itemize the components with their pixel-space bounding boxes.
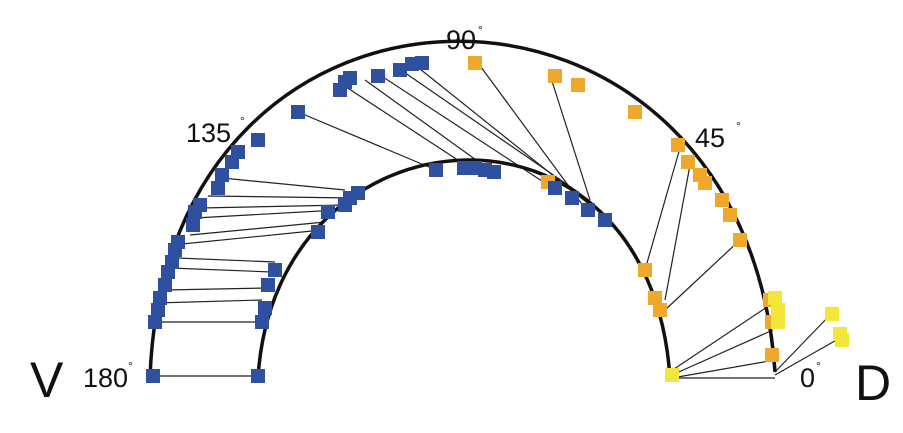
ventral-marker bbox=[165, 255, 179, 269]
tip-marker bbox=[771, 303, 785, 317]
ventral-marker bbox=[153, 291, 167, 305]
ventral-marker bbox=[255, 315, 269, 329]
degree-symbol-90: ° bbox=[478, 23, 483, 37]
connector-line bbox=[644, 147, 681, 271]
connector-line bbox=[671, 329, 774, 376]
connector-line bbox=[671, 359, 776, 379]
ventral-marker bbox=[311, 225, 325, 239]
end-label-v: V bbox=[30, 352, 64, 408]
dorsal-marker bbox=[671, 138, 685, 152]
connector-line bbox=[207, 195, 353, 199]
ventral-marker bbox=[251, 133, 265, 147]
dorsal-marker bbox=[628, 105, 642, 119]
dorsal-marker bbox=[723, 208, 737, 222]
ventral-marker bbox=[258, 301, 272, 315]
connector-line bbox=[194, 209, 339, 219]
tip-marker bbox=[665, 368, 679, 382]
degree-symbol-45: ° bbox=[736, 119, 741, 133]
dorsal-marker bbox=[548, 69, 562, 83]
ventral-marker bbox=[151, 303, 165, 317]
dorsal-marker bbox=[733, 233, 747, 247]
connector-line bbox=[774, 337, 841, 376]
connector-line bbox=[164, 287, 269, 291]
connector-line bbox=[364, 79, 491, 171]
ventral-marker bbox=[415, 56, 429, 70]
ventral-marker bbox=[231, 145, 245, 159]
tip-marker bbox=[825, 307, 839, 321]
dorsal-marker bbox=[698, 176, 712, 190]
dorsal-marker bbox=[765, 348, 779, 362]
connector-line bbox=[171, 229, 323, 246]
angle-label-45: 45 bbox=[695, 123, 726, 153]
ventral-marker bbox=[343, 71, 357, 85]
connector-line bbox=[189, 221, 326, 236]
ventral-marker bbox=[598, 213, 612, 227]
angle-label-180: 180 bbox=[83, 363, 129, 393]
connector-line bbox=[154, 299, 263, 304]
ventral-marker bbox=[193, 198, 207, 212]
angle-label-135: 135 bbox=[186, 118, 232, 148]
ventral-marker bbox=[487, 165, 501, 179]
ventral-marker bbox=[321, 205, 335, 219]
connector-line bbox=[176, 257, 276, 263]
ventral-marker bbox=[548, 181, 562, 195]
dorsal-marker bbox=[653, 303, 667, 317]
ventral-marker bbox=[371, 69, 385, 83]
end-label-d: D bbox=[855, 355, 892, 411]
angle-label-90: 90 bbox=[446, 25, 477, 55]
ventral-marker bbox=[351, 186, 365, 200]
dorsal-marker bbox=[715, 193, 729, 207]
ventral-marker bbox=[581, 203, 595, 217]
inner-arc bbox=[256, 158, 672, 379]
dorsal-marker bbox=[468, 56, 482, 70]
ventral-marker bbox=[148, 315, 162, 329]
connector-line bbox=[199, 204, 346, 209]
connector-line bbox=[221, 177, 346, 191]
ventral-marker bbox=[171, 235, 185, 249]
connector-line bbox=[664, 239, 741, 311]
ventral-marker bbox=[251, 369, 265, 383]
ventral-marker bbox=[268, 263, 282, 277]
degree-symbol-0: ° bbox=[816, 359, 821, 373]
connector-line bbox=[664, 164, 691, 301]
ventral-marker bbox=[291, 105, 305, 119]
dorsal-marker bbox=[638, 263, 652, 277]
ventral-marker bbox=[211, 181, 225, 195]
connector-line bbox=[169, 267, 273, 273]
tip-marker bbox=[768, 291, 782, 305]
connector-line bbox=[297, 111, 437, 171]
ventral-marker bbox=[393, 63, 407, 77]
dorsal-marker bbox=[571, 78, 585, 92]
ventral-marker bbox=[429, 163, 443, 177]
connector-line bbox=[342, 84, 471, 169]
ventral-marker bbox=[565, 191, 579, 205]
dorsal-marker bbox=[648, 291, 662, 305]
ventral-marker bbox=[215, 168, 229, 182]
ventral-marker bbox=[261, 278, 275, 292]
connector-line bbox=[667, 304, 771, 374]
connector-line bbox=[774, 314, 831, 373]
degree-symbol-180: ° bbox=[128, 359, 133, 373]
angle-label-0: 0 bbox=[800, 363, 816, 393]
tip-marker bbox=[835, 333, 849, 347]
connector-line bbox=[549, 74, 591, 201]
ventral-marker bbox=[158, 278, 172, 292]
markers bbox=[146, 56, 849, 383]
ventral-marker bbox=[457, 161, 471, 175]
dorsal-marker bbox=[681, 155, 695, 169]
degree-symbol-135: ° bbox=[240, 114, 245, 128]
ventral-marker bbox=[186, 218, 200, 232]
ventral-marker bbox=[146, 369, 160, 383]
tip-marker bbox=[771, 315, 785, 329]
connector-lines bbox=[153, 62, 841, 379]
